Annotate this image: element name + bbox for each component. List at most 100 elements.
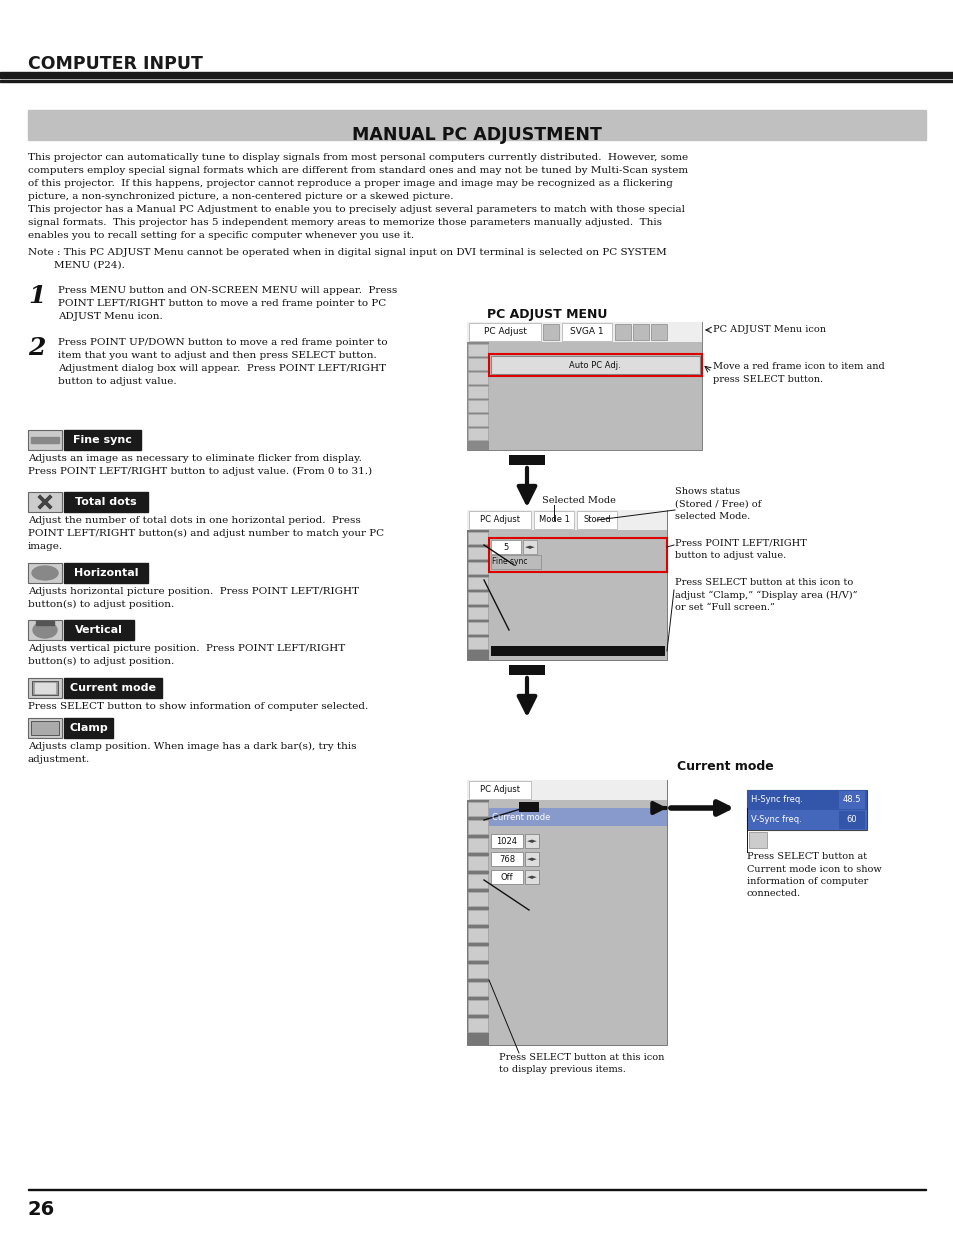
Bar [64, 620, 133, 640]
Text: PC Adjust: PC Adjust [479, 785, 519, 794]
Bar [468, 856, 488, 869]
Text: Mode 1: Mode 1 [538, 515, 569, 525]
Bar [524, 852, 538, 866]
Text: COMPUTER INPUT: COMPUTER INPUT [28, 56, 203, 73]
Text: Off: Off [500, 872, 513, 882]
Text: Selected Mode: Selected Mode [541, 496, 616, 505]
Bar [468, 820, 488, 834]
Bar [468, 965, 488, 978]
Bar [30, 437, 59, 443]
Bar [467, 510, 666, 659]
Bar [35, 683, 55, 693]
Bar [650, 324, 666, 340]
Bar [468, 1018, 488, 1032]
Bar [509, 664, 544, 676]
Bar [468, 927, 488, 942]
Bar [28, 110, 925, 140]
Text: Stored: Stored [582, 515, 610, 525]
Text: This projector has a Manual PC Adjustment to enable you to precisely adjust seve: This projector has a Manual PC Adjustmen… [28, 205, 684, 214]
Bar [468, 400, 488, 412]
Bar [468, 345, 488, 356]
Text: Vertical: Vertical [75, 625, 123, 635]
Bar [469, 781, 531, 799]
Bar [838, 790, 864, 809]
Text: MANUAL PC ADJUSTMENT: MANUAL PC ADJUSTMENT [352, 126, 601, 144]
Text: 26: 26 [28, 1200, 55, 1219]
Text: Current mode: Current mode [492, 813, 550, 821]
Bar [28, 620, 62, 640]
Bar [491, 869, 522, 884]
Text: 768: 768 [498, 855, 515, 863]
Text: Current mode: Current mode [677, 760, 773, 773]
Bar [577, 511, 617, 529]
Bar [468, 874, 488, 888]
Bar [524, 869, 538, 884]
Bar [468, 839, 488, 852]
Bar [467, 342, 489, 450]
Text: This projector can automatically tune to display signals from most personal comp: This projector can automatically tune to… [28, 153, 687, 162]
Text: 48.5: 48.5 [841, 795, 861, 804]
Bar [28, 492, 62, 513]
Bar [746, 790, 866, 830]
Bar [467, 342, 701, 450]
Bar [561, 324, 612, 341]
Text: Fine sync: Fine sync [492, 557, 527, 567]
Text: SVGA 1: SVGA 1 [570, 327, 603, 336]
Text: Total dots: Total dots [75, 496, 136, 508]
Bar [28, 1188, 925, 1191]
Bar [467, 322, 701, 450]
Text: ◄►: ◄► [526, 874, 537, 881]
Bar [748, 832, 766, 848]
Text: ◄►: ◄► [524, 543, 535, 550]
Bar [469, 324, 540, 341]
Bar [491, 852, 522, 866]
Bar [468, 414, 488, 426]
Text: H-Sync freq.: H-Sync freq. [750, 795, 802, 804]
Text: 60: 60 [846, 815, 857, 825]
Text: Press SELECT button at this icon to
adjust “Clamp,” “Display area (H/V)”
or set : Press SELECT button at this icon to adju… [675, 578, 857, 613]
Bar [468, 892, 488, 906]
Bar [467, 781, 666, 800]
Bar [491, 555, 540, 569]
Text: Adjust the number of total dots in one horizontal period.  Press
POINT LEFT/RIGH: Adjust the number of total dots in one h… [28, 516, 384, 551]
Text: Adjusts an image as necessary to eliminate flicker from display.
Press POINT LEF: Adjusts an image as necessary to elimina… [28, 454, 372, 475]
Bar [468, 1000, 488, 1014]
Text: Note : This PC ADJUST Menu cannot be operated when in digital signal input on DV: Note : This PC ADJUST Menu cannot be ope… [28, 248, 666, 257]
Text: Press MENU button and ON-SCREEN MENU will appear.  Press
POINT LEFT/RIGHT button: Press MENU button and ON-SCREEN MENU wil… [58, 287, 396, 321]
Bar [64, 718, 112, 739]
Text: Adjusts horizontal picture position.  Press POINT LEFT/RIGHT
button(s) to adjust: Adjusts horizontal picture position. Pre… [28, 587, 358, 609]
Bar [467, 322, 701, 342]
Bar [633, 324, 648, 340]
Bar [64, 492, 148, 513]
Bar [489, 342, 701, 450]
Bar [467, 800, 489, 1045]
Bar [467, 781, 666, 1045]
Text: PC Adjust: PC Adjust [483, 327, 526, 336]
Ellipse shape [33, 622, 57, 638]
Text: signal formats.  This projector has 5 independent memory areas to memorize those: signal formats. This projector has 5 ind… [28, 219, 661, 227]
Bar [28, 430, 62, 450]
Bar [64, 678, 162, 698]
Text: Adjusts vertical picture position.  Press POINT LEFT/RIGHT
button(s) to adjust p: Adjusts vertical picture position. Press… [28, 643, 345, 666]
Bar [468, 577, 488, 589]
Bar [467, 510, 666, 530]
Bar [28, 563, 62, 583]
Text: enables you to recall setting for a specific computer whenever you use it.: enables you to recall setting for a spec… [28, 231, 414, 240]
Text: of this projector.  If this happens, projector cannot reproduce a proper image a: of this projector. If this happens, proj… [28, 179, 672, 188]
Bar [468, 562, 488, 574]
Bar [28, 678, 62, 698]
Bar [32, 680, 58, 695]
Bar [468, 358, 488, 370]
Bar [468, 372, 488, 384]
Bar [468, 622, 488, 634]
Text: PC ADJUST MENU: PC ADJUST MENU [486, 308, 607, 321]
Bar [491, 356, 700, 374]
Text: 5: 5 [503, 542, 508, 552]
Bar [468, 429, 488, 440]
Bar [64, 430, 141, 450]
Bar [534, 511, 574, 529]
Text: computers employ special signal formats which are different from standard ones a: computers employ special signal formats … [28, 165, 687, 175]
Text: MENU (P24).: MENU (P24). [28, 261, 125, 270]
Bar [28, 718, 62, 739]
Bar [491, 834, 522, 848]
